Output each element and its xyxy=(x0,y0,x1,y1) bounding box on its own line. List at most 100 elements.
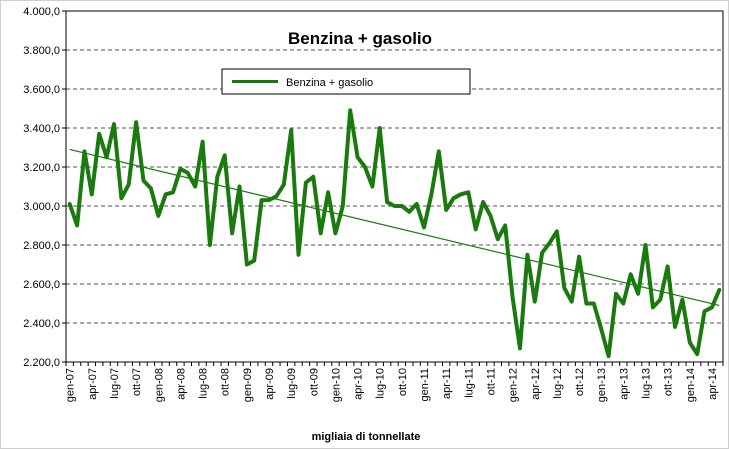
data-point xyxy=(466,190,470,194)
data-point xyxy=(164,192,168,196)
data-point xyxy=(311,175,315,179)
x-tick-label: apr-12 xyxy=(530,368,542,400)
data-point xyxy=(511,296,515,300)
x-tick-label: gen-11 xyxy=(419,368,431,401)
data-point xyxy=(488,214,493,218)
data-point xyxy=(680,298,684,302)
x-tick-label: gen-07 xyxy=(65,368,77,402)
data-point xyxy=(141,179,146,183)
data-point xyxy=(178,167,183,171)
x-tick-label: apr-07 xyxy=(87,368,99,400)
data-point xyxy=(319,231,323,235)
data-point xyxy=(422,225,426,230)
y-tick-label: 2.600,0 xyxy=(23,279,60,291)
y-tick-label: 3.000,0 xyxy=(23,201,60,213)
x-tick-label: lug-13 xyxy=(640,368,652,399)
y-tick-label: 3.600,0 xyxy=(23,84,60,96)
data-point xyxy=(378,126,382,130)
data-point xyxy=(570,299,574,304)
data-point xyxy=(658,298,662,302)
chart-title: Benzina + gasolio xyxy=(288,29,432,48)
x-tick-label: lug-07 xyxy=(109,368,121,399)
data-point xyxy=(643,243,648,247)
data-point xyxy=(451,196,456,200)
data-point xyxy=(717,288,721,292)
data-point xyxy=(363,165,367,169)
data-point xyxy=(112,122,116,126)
y-tick-label: 4.000,0 xyxy=(23,6,60,18)
data-point xyxy=(237,184,242,189)
data-point xyxy=(215,175,219,179)
y-tick-label: 2.400,0 xyxy=(23,318,60,330)
data-point xyxy=(252,259,256,263)
data-point xyxy=(533,299,537,304)
data-point xyxy=(547,241,552,245)
x-tick-label: ott-13 xyxy=(663,368,675,396)
data-point xyxy=(274,194,278,198)
data-point xyxy=(503,223,507,228)
data-point xyxy=(134,120,138,124)
y-tick-label: 2.800,0 xyxy=(23,240,60,252)
x-tick-label: gen-13 xyxy=(596,368,608,402)
x-tick-label: apr-14 xyxy=(707,368,719,400)
data-point xyxy=(688,340,692,345)
data-point xyxy=(119,196,123,200)
data-point xyxy=(392,204,397,208)
x-tick-label: ott-07 xyxy=(131,368,143,396)
data-point xyxy=(636,292,640,296)
x-tick-label: gen-09 xyxy=(242,368,254,402)
data-point xyxy=(666,264,670,269)
data-point xyxy=(156,214,160,218)
y-axis-ticks: 2.200,0 2.400,0 2.600,0 2.800,0 3.000,0 3.200… xyxy=(23,6,66,369)
data-point xyxy=(186,171,190,175)
y-tick-label: 3.200,0 xyxy=(23,162,60,174)
data-point xyxy=(370,184,374,189)
data-point xyxy=(193,184,197,189)
plot-area xyxy=(65,10,724,363)
data-point xyxy=(651,305,655,309)
data-point xyxy=(282,182,286,187)
x-tick-label: lug-12 xyxy=(552,368,564,399)
x-tick-label: gen-08 xyxy=(153,368,165,402)
data-point xyxy=(105,155,109,159)
data-point xyxy=(614,292,618,296)
data-point xyxy=(673,325,677,329)
x-tick-label: lug-09 xyxy=(286,368,298,399)
data-point xyxy=(171,190,175,194)
data-point xyxy=(326,190,330,194)
x-tick-label: apr-11 xyxy=(441,368,453,399)
x-axis-ticks: gen-07 apr-07 lug-07 ott-07 gen-08 apr-08 lug-… xyxy=(65,362,724,402)
x-tick-label: ott-09 xyxy=(308,368,320,396)
data-point xyxy=(540,251,544,255)
data-point xyxy=(223,153,227,157)
x-axis-label: migliaia di tonnellate xyxy=(312,431,421,443)
data-point xyxy=(82,149,87,153)
data-point xyxy=(584,301,589,306)
data-point xyxy=(695,352,699,356)
data-point xyxy=(437,149,441,153)
data-point xyxy=(97,132,101,136)
data-point xyxy=(200,140,205,144)
data-point xyxy=(267,198,271,202)
x-tick-label: gen-14 xyxy=(685,368,697,402)
x-tick-label: gen-10 xyxy=(330,368,342,402)
data-point xyxy=(296,253,301,257)
data-point xyxy=(230,231,234,235)
data-point xyxy=(481,200,485,204)
data-point xyxy=(496,237,500,241)
x-tick-label: apr-13 xyxy=(618,368,630,400)
x-tick-label: ott-12 xyxy=(574,368,586,396)
data-point xyxy=(518,346,522,350)
x-tick-label: ott-11 xyxy=(485,368,497,395)
data-point xyxy=(304,181,308,185)
data-point xyxy=(208,243,212,247)
data-point xyxy=(577,255,581,259)
data-point xyxy=(474,227,478,231)
x-tick-label: apr-09 xyxy=(264,368,276,400)
y-tick-label: 3.800,0 xyxy=(23,45,60,57)
legend-label: Benzina + gasolio xyxy=(286,77,373,89)
data-point xyxy=(415,202,419,206)
data-point xyxy=(348,108,352,113)
data-point xyxy=(407,210,411,214)
